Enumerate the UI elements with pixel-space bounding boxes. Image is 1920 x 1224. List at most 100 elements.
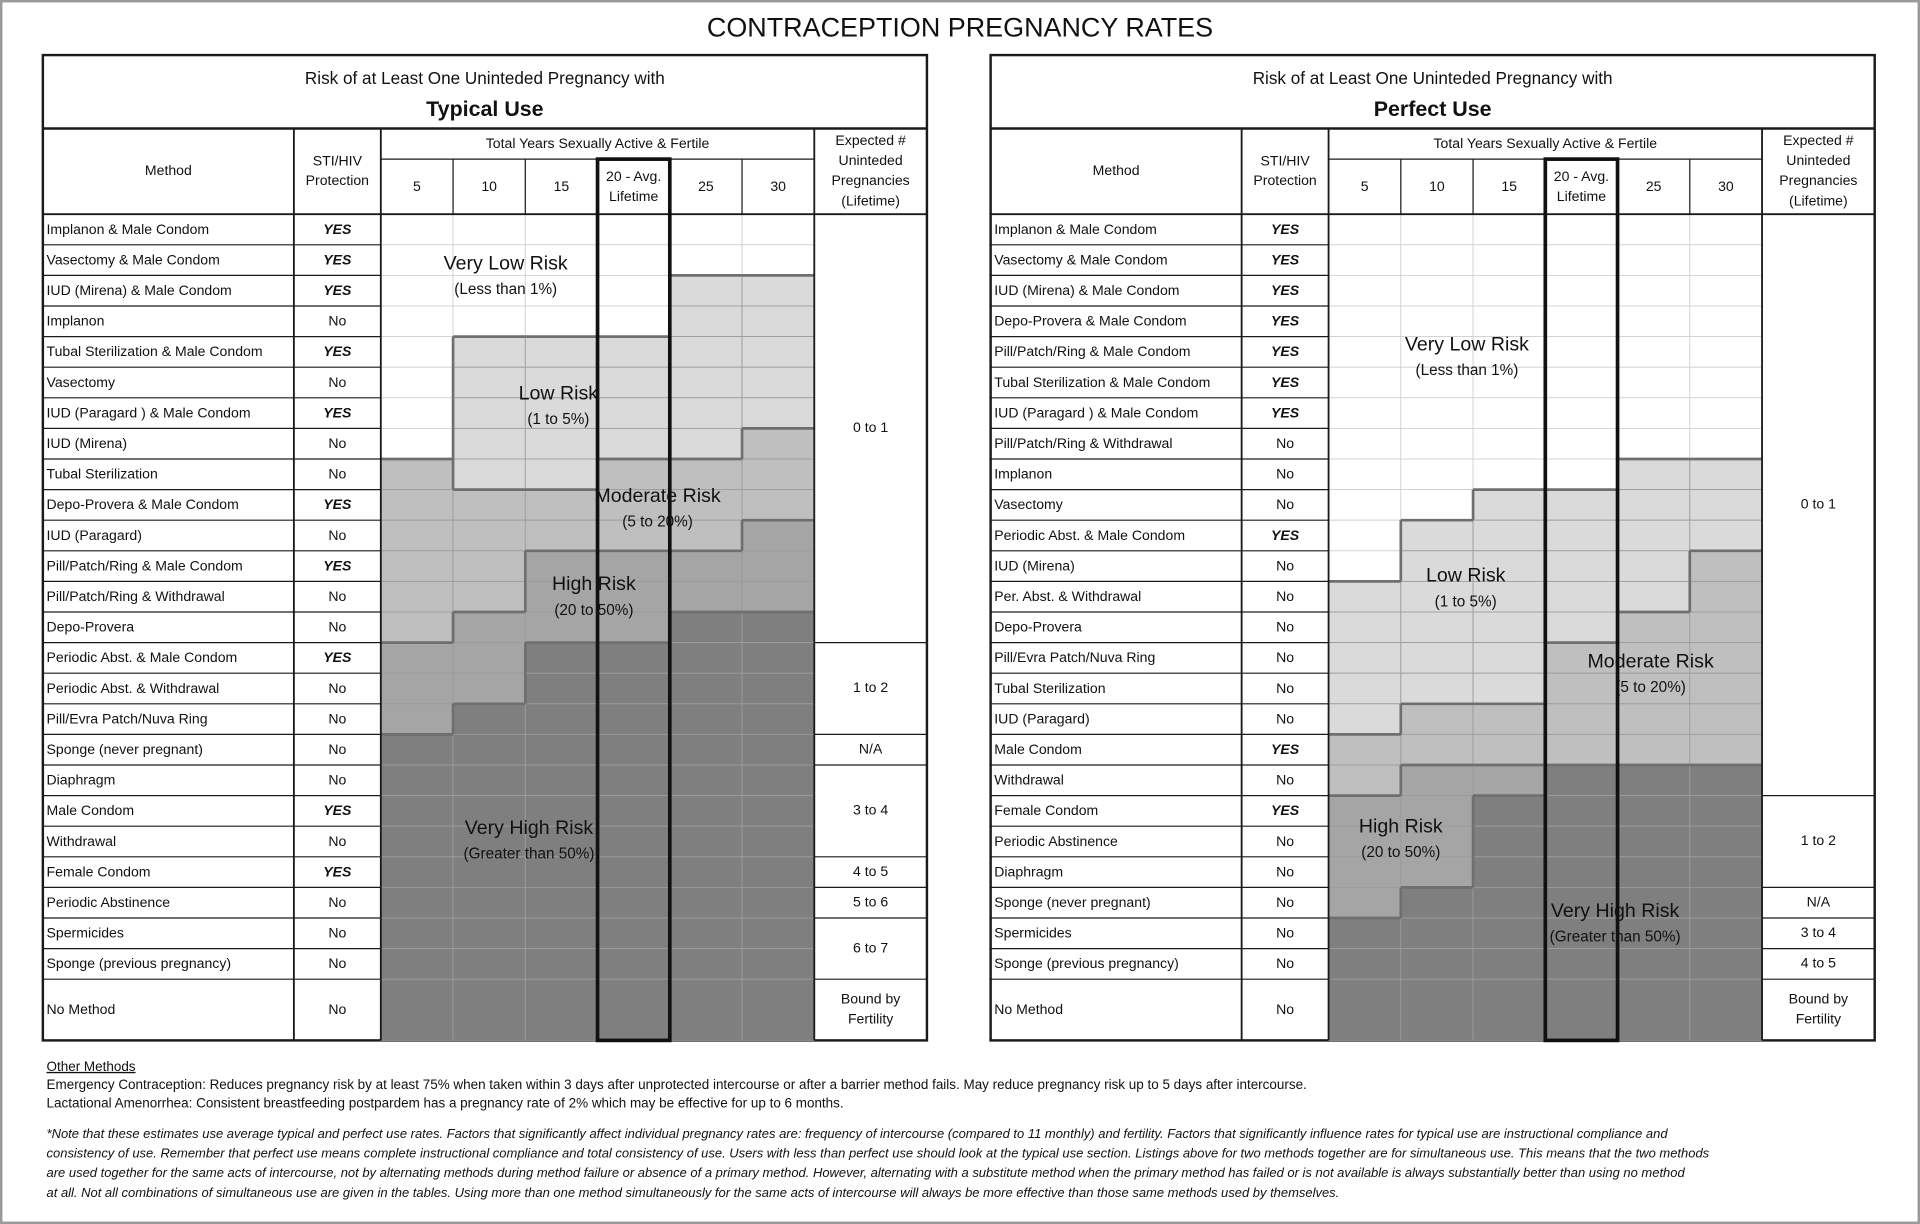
expected-header: Uninteded (839, 152, 903, 168)
risk-cell (1689, 948, 1763, 980)
risk-cell (452, 458, 526, 491)
risk-cell (1400, 642, 1474, 674)
risk-cell (1328, 978, 1402, 1041)
method-name: Implanon & Male Condom (47, 221, 210, 237)
risk-cell (1617, 305, 1691, 338)
risk-cell (1544, 274, 1618, 307)
expected-pregnancies: 1 to 2 (1801, 832, 1836, 848)
risk-cell (1544, 519, 1618, 552)
protection-value: YES (323, 557, 352, 573)
risk-cell (669, 580, 743, 613)
risk-cell (669, 948, 743, 980)
risk-cell (1689, 366, 1763, 399)
risk-cell (741, 489, 815, 521)
risk-cell (1328, 672, 1402, 705)
expected-header: Expected # (835, 132, 906, 148)
risk-cell (1328, 550, 1402, 582)
protection-value: YES (323, 404, 352, 420)
risk-cell (741, 611, 815, 644)
risk-cell (1689, 703, 1763, 735)
risk-cell (1617, 795, 1691, 827)
risk-cell (1617, 550, 1691, 582)
protection-value: YES (1271, 251, 1300, 267)
method-name: Periodic Abst. & Withdrawal (47, 680, 220, 696)
expected-pregnancies: 1 to 2 (853, 679, 888, 695)
risk-cell (669, 274, 743, 307)
risk-cell (741, 580, 815, 613)
method-name: Depo-Provera (994, 619, 1082, 635)
protection-header: Protection (306, 172, 369, 188)
risk-cell (597, 856, 671, 888)
risk-cell (1472, 611, 1546, 644)
protection-header: STI/HIV (1260, 152, 1310, 168)
method-name: Pill/Evra Patch/Nuva Ring (47, 710, 208, 726)
risk-cell (1689, 764, 1763, 797)
protection-value: YES (323, 802, 352, 818)
risk-cell (597, 978, 671, 1041)
risk-cell (669, 611, 743, 644)
risk-cell (524, 703, 598, 735)
risk-cell (1472, 519, 1546, 552)
expected-header: Pregnancies (1779, 172, 1857, 188)
risk-cell (1689, 978, 1763, 1041)
risk-cell (1400, 397, 1474, 429)
risk-cell (380, 611, 454, 644)
risk-zone-name: Moderate Risk (594, 485, 720, 507)
risk-cell (1328, 580, 1402, 613)
method-header: Method (1093, 162, 1140, 178)
risk-cell (1472, 366, 1546, 399)
risk-cell (1544, 764, 1618, 797)
expected-pregnancies: N/A (1807, 893, 1831, 909)
risk-cell (669, 764, 743, 797)
risk-cell (524, 825, 598, 858)
risk-zone-range: (5 to 20%) (1615, 679, 1686, 696)
protection-value: No (328, 955, 346, 971)
risk-cell (1617, 397, 1691, 429)
protection-value: No (1276, 955, 1294, 971)
risk-cell (597, 948, 671, 980)
protection-value: No (1276, 588, 1294, 604)
method-name: Spermicides (47, 925, 124, 941)
method-name: No Method (994, 1001, 1063, 1017)
risk-cell (1472, 244, 1546, 276)
protection-value: YES (1271, 404, 1300, 420)
expected-pregnancies: Bound by (1789, 991, 1848, 1007)
risk-cell (1328, 305, 1402, 338)
risk-cell (669, 642, 743, 674)
risk-cell (741, 733, 815, 766)
expected-pregnancies: 3 to 4 (853, 802, 888, 818)
risk-cell (1617, 458, 1691, 491)
risk-cell (1328, 642, 1402, 674)
risk-cell (1328, 856, 1402, 888)
risk-cell (741, 366, 815, 399)
expected-header: (Lifetime) (1789, 192, 1848, 208)
risk-cell (741, 825, 815, 858)
protection-value: YES (323, 343, 352, 359)
risk-zone-name: Moderate Risk (1587, 650, 1713, 672)
method-name: IUD (Mirena) (47, 435, 128, 451)
method-name: Periodic Abst. & Male Condom (994, 527, 1185, 543)
protection-value: YES (1271, 221, 1300, 237)
method-name: Pill/Patch/Ring & Male Condom (994, 343, 1190, 359)
risk-zone-range: (20 to 50%) (554, 602, 633, 619)
year-column-header: 10 (1429, 178, 1445, 194)
protection-value: No (328, 741, 346, 757)
protection-value: No (328, 374, 346, 390)
risk-cell (1617, 213, 1691, 246)
risk-cell (380, 366, 454, 399)
method-name: Vasectomy & Male Condom (47, 251, 220, 267)
risk-cell (1689, 397, 1763, 429)
risk-cell (1617, 244, 1691, 276)
protection-value: YES (1271, 374, 1300, 390)
risk-cell (1617, 336, 1691, 368)
protection-value: No (328, 313, 346, 329)
protection-value: YES (323, 649, 352, 665)
protection-value: No (328, 894, 346, 910)
method-name: Diaphragm (994, 863, 1063, 879)
risk-cell (669, 305, 743, 338)
method-name: Pill/Evra Patch/Nuva Ring (994, 649, 1155, 665)
risk-cell (1400, 305, 1474, 338)
risk-cell (524, 672, 598, 705)
risk-cell (669, 427, 743, 460)
